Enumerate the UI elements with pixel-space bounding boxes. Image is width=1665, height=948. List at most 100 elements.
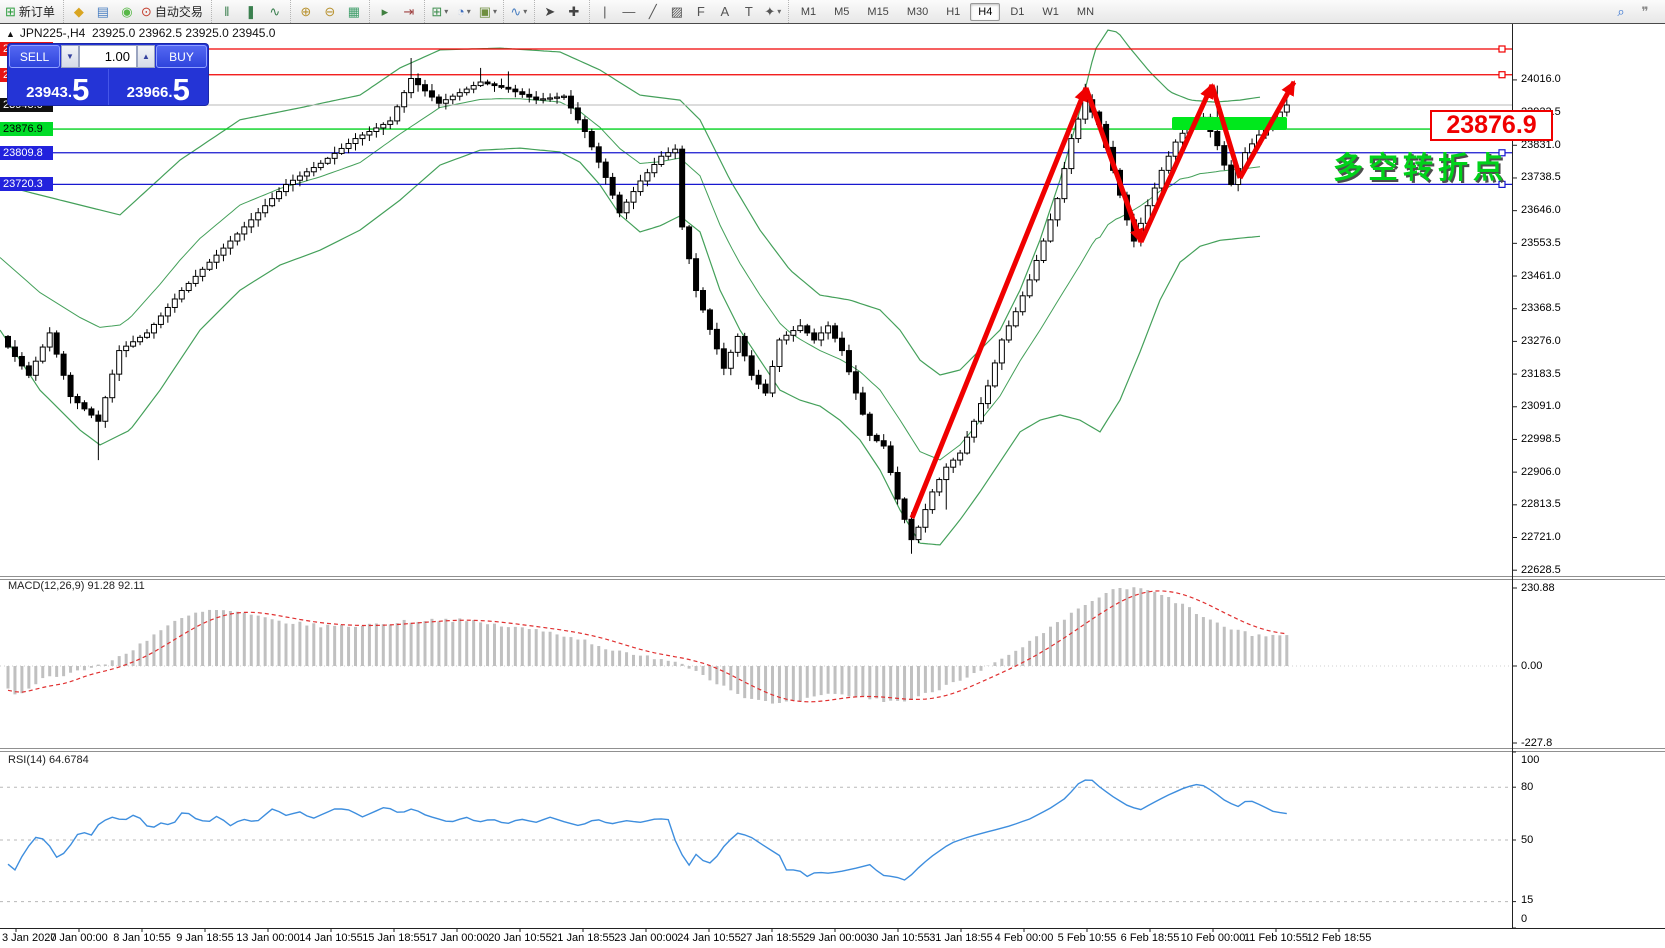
annotation-text[interactable]: 多空转折点 — [1333, 152, 1508, 185]
search-icon[interactable]: ⌕ — [1610, 1, 1632, 22]
macd-indicator-label: MACD(12,26,9) 91.28 92.11 — [8, 580, 145, 592]
dropdown-caret-icon[interactable]: ▾ — [466, 7, 471, 16]
indicators-icon: ∿ — [510, 4, 522, 19]
auto-trading-button[interactable]: ⊙ 自动交易 — [140, 1, 207, 22]
toolbar-group: ‖ ❚ ∿ — [210, 0, 290, 23]
zoom-in-icon[interactable]: ⊕ — [295, 1, 317, 22]
price-callout-label[interactable]: 23876.9 — [1430, 110, 1553, 141]
toolbar-group: ➤ ✚ — [533, 0, 589, 23]
timeframe-mn[interactable]: MN — [1076, 5, 1095, 18]
timeframe-m15[interactable]: M15 — [867, 5, 889, 18]
time-tick-label: 6 Feb 18:55 — [1120, 932, 1180, 944]
price-tick-label: 22998.5 — [1521, 432, 1561, 445]
macd-axis-label: -227.8 — [1521, 736, 1553, 749]
chat-icon[interactable]: ❞ — [1634, 1, 1656, 22]
signals-icon: ◉ — [121, 4, 133, 19]
timeframe-h1[interactable]: H1 — [946, 5, 961, 18]
toolbar-group: ⊞ ▾ ◔ ▾ ▣ ▾ — [423, 0, 503, 23]
arrows-tool-icon[interactable]: ✦ ▾ — [762, 1, 784, 22]
volume-down-button[interactable]: ▼ — [61, 45, 79, 68]
new-chart-icon[interactable]: ⊞ ▾ — [429, 1, 451, 22]
vertical-line-icon[interactable]: | — [594, 1, 616, 22]
new-order-button[interactable]: ⊞ 新订单 — [4, 1, 59, 22]
channel-icon[interactable]: ▨ — [666, 1, 688, 22]
toolbar: ⊞ 新订单 ◆ ▤ ◉ ⊙ 自动交易 ‖ ❚ ∿ ⊕ ⊖ ▦ ▸ ⇥ ⊞ ▾ ◔ ▾ ▣ ▾ ∿ ▾ ➤ ✚ | — ╱ ▨ F A T ✦ ▾ M… — [0, 0, 1665, 23]
signals-icon[interactable]: ◉ — [116, 1, 138, 22]
trend-arrow[interactable] — [1237, 80, 1297, 180]
tile-windows-icon[interactable]: ▦ — [343, 1, 365, 22]
indicators-icon[interactable]: ∿ ▾ — [508, 1, 530, 22]
price-tick-label: 23091.0 — [1521, 400, 1561, 413]
candlestick-chart-icon[interactable]: ❚ — [240, 1, 262, 22]
time-tick-label: 24 Jan 10:55 — [677, 932, 741, 944]
price-tick-label: 23461.0 — [1521, 269, 1561, 282]
toolbar-group: ∿ ▾ — [502, 0, 534, 23]
dropdown-caret-icon[interactable]: ▾ — [492, 7, 497, 16]
trend-arrow[interactable] — [1083, 87, 1144, 244]
dropdown-caret-icon[interactable]: ▾ — [777, 7, 782, 16]
dropdown-caret-icon[interactable]: ▾ — [444, 7, 449, 16]
price-level-badge: 23809.8 — [0, 145, 53, 160]
channel-icon: ▨ — [670, 4, 683, 19]
price-tick-label: 23738.5 — [1521, 171, 1561, 184]
time-tick-label: 9 Jan 18:55 — [176, 932, 234, 944]
chat-icon: ❞ — [1641, 4, 1649, 19]
volume-up-button[interactable]: ▲ — [137, 45, 155, 68]
trend-arrow[interactable] — [909, 86, 1089, 519]
line-chart-icon[interactable]: ∿ — [264, 1, 286, 22]
dropdown-caret-icon[interactable]: ▾ — [523, 7, 528, 16]
zoom-out-icon: ⊖ — [324, 4, 336, 19]
price-plot — [0, 29, 1512, 554]
period-clock-icon[interactable]: ◔ ▾ — [453, 1, 475, 22]
market-watch-icon[interactable]: ◆ — [68, 1, 90, 22]
timeframe-h4[interactable]: H4 — [970, 2, 1001, 21]
auto-trading-button: ⊙ — [140, 4, 152, 19]
panel-divider — [107, 69, 109, 105]
buy-button[interactable]: BUY — [156, 45, 207, 68]
navigator-icon: ▤ — [96, 4, 110, 19]
one-click-collapse-icon[interactable]: ▲ — [6, 29, 15, 39]
price-tick-label: 23553.5 — [1521, 236, 1561, 249]
sell-button[interactable]: SELL — [9, 45, 60, 68]
timeframe-m30[interactable]: M30 — [906, 5, 929, 18]
new-order-button: ⊞ — [5, 4, 16, 19]
highlight-zone[interactable] — [1172, 117, 1287, 130]
sell-price[interactable]: 23943. 5 — [8, 69, 108, 105]
rsi-axis-label: 100 — [1521, 753, 1540, 766]
trend-arrow[interactable] — [1138, 83, 1215, 244]
zoom-out-icon[interactable]: ⊖ — [319, 1, 341, 22]
cursor-icon[interactable]: ➤ — [539, 1, 561, 22]
buy-price[interactable]: 23966. 5 — [109, 69, 209, 105]
toolbar-group: ◆ ▤ ◉ ⊙ 自动交易 — [62, 0, 211, 23]
timeframe-d1[interactable]: D1 — [1010, 5, 1025, 18]
trendline-icon[interactable]: ╱ — [642, 1, 664, 22]
toolbar-group: ▸ ⇥ — [368, 0, 424, 23]
horizontal-line-icon[interactable]: — — [618, 1, 640, 22]
fibonacci-icon[interactable]: F — [690, 1, 712, 22]
text-icon[interactable]: A — [714, 1, 736, 22]
navigator-icon[interactable]: ▤ — [92, 1, 114, 22]
volume-stepper: ▼ 1.00 ▲ — [61, 45, 155, 68]
market-watch-icon: ◆ — [73, 4, 84, 19]
text-label-icon[interactable]: T — [738, 1, 760, 22]
trend-arrow[interactable] — [1209, 84, 1243, 179]
price-level-badge: 23876.9 — [0, 122, 53, 137]
rsi-indicator-label: RSI(14) 64.6784 — [8, 754, 89, 766]
volume-input[interactable]: 1.00 — [79, 45, 137, 68]
bar-chart-icon: ‖ — [224, 4, 230, 19]
timeframe-w1[interactable]: W1 — [1042, 5, 1059, 18]
rsi-axis-label: 0 — [1521, 912, 1528, 925]
timeframe-m1[interactable]: M1 — [800, 5, 817, 18]
time-tick-label: 5 Feb 10:55 — [1057, 932, 1117, 944]
chart-shift-icon[interactable]: ⇥ — [398, 1, 420, 22]
time-tick-label: 31 Jan 18:55 — [929, 932, 993, 944]
crosshair-icon[interactable]: ✚ — [563, 1, 585, 22]
auto-scroll-icon[interactable]: ▸ — [374, 1, 396, 22]
buy-price-big: 5 — [172, 71, 190, 107]
bar-chart-icon[interactable]: ‖ — [216, 1, 238, 22]
sell-price-small: 23943. — [26, 84, 73, 101]
template-icon[interactable]: ▣ ▾ — [477, 1, 499, 22]
timeframe-m5[interactable]: M5 — [834, 5, 850, 18]
